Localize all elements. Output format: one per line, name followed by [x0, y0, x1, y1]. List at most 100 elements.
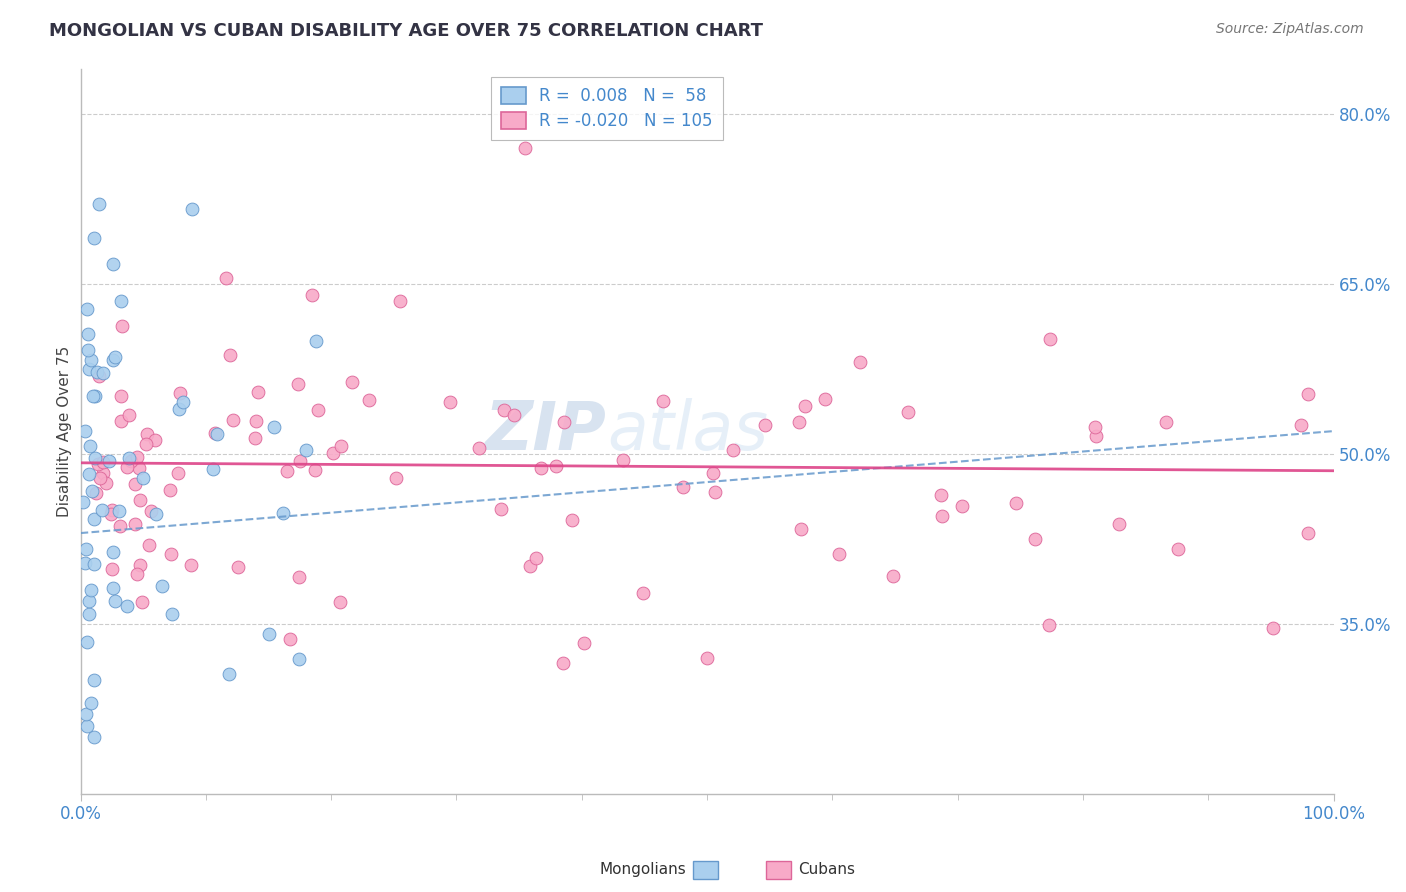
Point — [204, 425, 226, 440]
Point — [828, 547, 851, 561]
Text: ZIP: ZIP — [485, 398, 607, 464]
Point — [132, 471, 155, 485]
Point — [100, 507, 122, 521]
Point — [167, 466, 190, 480]
Point — [180, 558, 202, 572]
Text: Source: ZipAtlas.com: Source: ZipAtlas.com — [1216, 22, 1364, 37]
Point — [278, 632, 301, 646]
Point — [135, 436, 157, 450]
Point — [702, 467, 724, 481]
Point — [76, 302, 98, 317]
Point — [89, 471, 111, 485]
Point — [519, 558, 541, 573]
Point — [389, 293, 412, 308]
Point — [1108, 516, 1130, 531]
Point — [307, 402, 329, 417]
Point — [226, 559, 249, 574]
Point — [330, 439, 353, 453]
Point — [288, 652, 311, 666]
Point — [125, 566, 148, 581]
Point — [80, 696, 103, 710]
Y-axis label: Disability Age Over 75: Disability Age Over 75 — [58, 345, 72, 516]
Point — [754, 417, 776, 432]
Point — [790, 523, 813, 537]
Point — [136, 426, 159, 441]
Point — [76, 326, 98, 341]
Point — [80, 352, 103, 367]
Point — [79, 467, 101, 481]
Point — [882, 569, 904, 583]
Point — [83, 450, 105, 465]
Point — [100, 503, 122, 517]
Point — [263, 419, 285, 434]
Point — [172, 394, 194, 409]
Point — [703, 484, 725, 499]
Point — [322, 446, 344, 460]
Point — [896, 404, 918, 418]
Point — [931, 508, 953, 523]
Point — [793, 399, 815, 413]
Point — [118, 451, 141, 466]
Point — [561, 513, 583, 527]
Point — [131, 595, 153, 609]
Point — [1263, 621, 1285, 635]
Point — [246, 385, 269, 400]
Point — [287, 376, 309, 391]
Point — [218, 666, 240, 681]
Point — [104, 594, 127, 608]
Point — [215, 271, 238, 285]
Point — [77, 343, 100, 358]
Point — [111, 318, 134, 333]
Point — [75, 541, 97, 556]
Point — [1039, 332, 1062, 346]
Point — [723, 443, 745, 458]
Point — [219, 348, 242, 362]
Point — [271, 506, 294, 520]
Point — [91, 466, 114, 480]
Point — [1154, 415, 1177, 429]
Point — [118, 409, 141, 423]
Point — [276, 464, 298, 478]
Point — [83, 389, 105, 403]
Point — [787, 415, 810, 429]
Point — [529, 461, 551, 475]
Point — [75, 707, 97, 722]
Point — [76, 719, 98, 733]
Point — [159, 547, 181, 561]
Point — [243, 431, 266, 445]
Point — [305, 334, 328, 349]
Point — [1024, 532, 1046, 546]
Point — [439, 395, 461, 409]
Point — [1289, 418, 1312, 433]
Point — [87, 457, 110, 471]
Point — [304, 463, 326, 477]
Point — [143, 433, 166, 447]
Point — [98, 453, 121, 467]
Point — [1296, 387, 1319, 401]
Point — [295, 443, 318, 458]
Point — [1005, 496, 1028, 510]
Point — [91, 503, 114, 517]
Point — [1038, 617, 1060, 632]
Point — [287, 570, 309, 584]
Point — [651, 394, 673, 409]
Point — [77, 593, 100, 607]
Point — [551, 657, 574, 671]
Point — [849, 354, 872, 368]
Point — [1084, 419, 1107, 434]
Point — [145, 507, 167, 521]
Point — [950, 499, 973, 513]
Point — [83, 730, 105, 744]
Point — [1167, 541, 1189, 556]
Point — [301, 288, 323, 302]
Point — [814, 392, 837, 406]
Point — [124, 477, 146, 491]
Point — [672, 480, 695, 494]
Point — [79, 439, 101, 453]
Point — [160, 607, 183, 621]
Point — [202, 462, 225, 476]
Point — [101, 353, 124, 368]
Point — [489, 502, 512, 516]
Point — [110, 293, 132, 308]
Point — [80, 583, 103, 598]
